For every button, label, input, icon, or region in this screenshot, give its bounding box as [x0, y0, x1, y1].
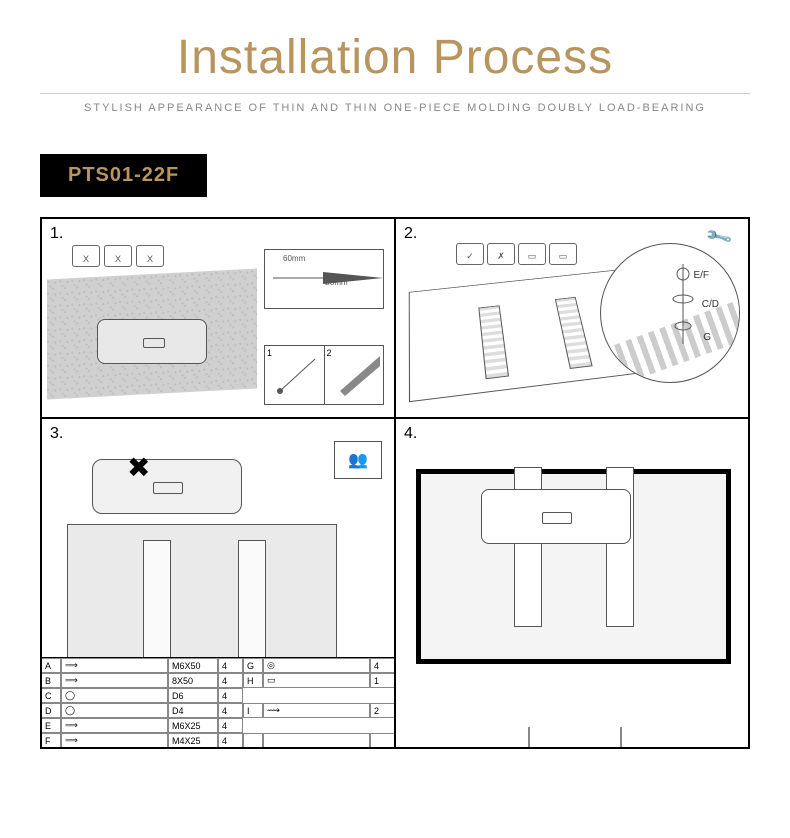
screw-assembly-icon: [663, 264, 703, 344]
step-1: 1. X X X 60mm ø8mm 1 2: [41, 218, 395, 418]
part-icon: ◎: [263, 658, 370, 673]
drill-bit-icon: [273, 268, 383, 288]
check-icon: ✓: [456, 243, 484, 265]
part-icon: ⟹: [61, 658, 168, 673]
step-4-number: 4.: [404, 425, 417, 443]
mount-plate-illustration: [481, 489, 631, 544]
part-id: G: [243, 658, 263, 673]
part-qty: 4: [218, 658, 243, 673]
sub-panel-2: 2: [325, 346, 384, 404]
vertical-bracket-icon: [555, 297, 593, 369]
part-desc: 8X50: [168, 673, 218, 688]
tv-front-illustration: [67, 524, 337, 674]
parts-list-table: A⟹M6X504 G◎4 B⟹8X504 H▭1 C◯D64 D◯D44 I⟿2…: [41, 657, 395, 748]
part-icon: ◯: [61, 688, 168, 703]
part-icon: ⟹: [61, 718, 168, 733]
sub-panel-1: 1: [265, 346, 325, 404]
page-subtitle: STYLISH APPEARANCE OF THIN AND THIN ONE-…: [40, 102, 750, 114]
step-1-anchor-icons: X X X: [72, 245, 164, 267]
part-icon: ▭: [263, 673, 370, 688]
part-qty: 4: [218, 733, 243, 748]
anchor-icon: X: [104, 245, 132, 267]
step-1-number: 1.: [50, 225, 63, 243]
part-qty: 2: [370, 703, 395, 718]
part-id: I: [243, 703, 263, 718]
part-desc: D6: [168, 688, 218, 703]
two-person-icon: 👥: [334, 441, 382, 479]
part-qty: 4: [218, 703, 243, 718]
part-id: E: [41, 718, 61, 733]
pull-strap-icon: [620, 727, 622, 748]
mount-plate-illustration: [97, 319, 207, 364]
part-label-g: G: [703, 332, 711, 343]
step-1-sub-panels: 1 2: [264, 345, 384, 405]
part-icon: ⟹: [61, 733, 168, 748]
part-icon: ◯: [61, 703, 168, 718]
part-desc: M6X25: [168, 718, 218, 733]
step-2: 2. ✓ ✗ ▭ ▭ 🔧 E/F C/D G: [395, 218, 749, 418]
part-desc: M4X25: [168, 733, 218, 748]
down-arrow-icon: ✖: [127, 451, 150, 484]
part-qty: 1: [370, 673, 395, 688]
part-desc: M6X50: [168, 658, 218, 673]
step-2-number: 2.: [404, 225, 417, 243]
step-2-check-icons: ✓ ✗ ▭ ▭: [456, 243, 577, 265]
steps-grid: 1. X X X 60mm ø8mm 1 2 2. ✓ ✗ ▭ ▭: [40, 217, 750, 749]
anchor-icon: X: [136, 245, 164, 267]
screw-detail-circle: E/F C/D G: [600, 243, 740, 383]
drill-depth-label: 60mm: [283, 254, 305, 263]
step-3-number: 3.: [50, 425, 63, 443]
cross-icon: ✗: [487, 243, 515, 265]
drill-hole-icon: [330, 351, 380, 401]
part-qty: 4: [218, 673, 243, 688]
bracket-icon: ▭: [518, 243, 546, 265]
part-id: D: [41, 703, 61, 718]
part-label-cd: C/D: [702, 299, 719, 310]
vertical-bracket-icon: [478, 305, 509, 379]
part-icon: ⟹: [61, 673, 168, 688]
mark-hole-icon: [270, 351, 320, 401]
anchor-icon: X: [72, 245, 100, 267]
part-qty: 4: [218, 688, 243, 703]
step-3: 3. 👥 ✖ A⟹M6X504 G◎4 B⟹8X504 H▭1 C◯D64 D◯…: [41, 418, 395, 748]
pull-strap-icon: [528, 727, 530, 748]
drill-spec-box: 60mm ø8mm: [264, 249, 384, 309]
part-qty: 4: [370, 658, 395, 673]
part-id: F: [41, 733, 61, 748]
screwdriver-icon: 🔧: [704, 223, 734, 252]
part-icon: ⟿: [263, 703, 370, 718]
part-qty: 4: [218, 718, 243, 733]
part-id: C: [41, 688, 61, 703]
part-id: H: [243, 673, 263, 688]
step-4: 4.: [395, 418, 749, 748]
wall-plate-illustration: [92, 459, 242, 514]
bracket-icon: ▭: [549, 243, 577, 265]
model-badge: PTS01-22F: [40, 154, 207, 197]
part-id: B: [41, 673, 61, 688]
part-desc: D4: [168, 703, 218, 718]
part-id: A: [41, 658, 61, 673]
page-title: Installation Process: [40, 30, 750, 94]
